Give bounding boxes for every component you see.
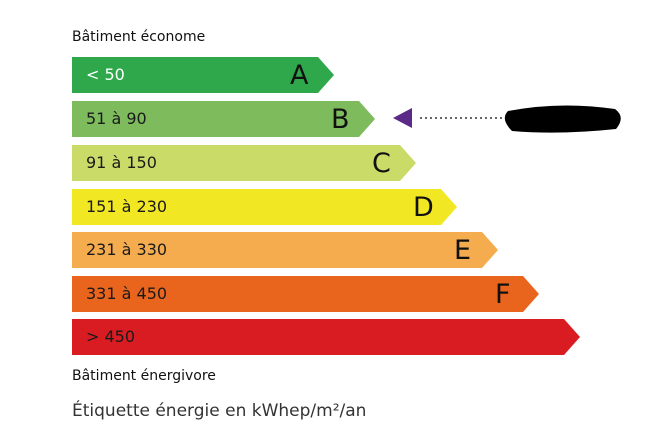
- class-bar-shape: [72, 276, 539, 312]
- class-range: 51 à 90: [86, 109, 147, 128]
- class-bar-shape: [72, 319, 580, 355]
- class-range: 91 à 150: [86, 153, 157, 172]
- class-range: 151 à 230: [86, 197, 168, 216]
- bottom-label: Bâtiment énergivore: [72, 368, 216, 384]
- energy-class-g: > 450: [72, 319, 580, 355]
- energy-class-c: 91 à 150 C: [72, 145, 416, 181]
- class-bar-shape: [72, 101, 375, 137]
- energy-class-f: 331 à 450 F: [72, 276, 539, 312]
- class-letter: A: [290, 60, 309, 91]
- class-bar-shape: [72, 232, 498, 268]
- class-range: > 450: [86, 327, 136, 346]
- class-letter: C: [372, 148, 391, 179]
- class-bar-shape: [72, 57, 334, 93]
- energy-class-a: < 50 A: [72, 57, 334, 93]
- class-letter: F: [495, 279, 511, 310]
- energy-class-d: 151 à 230 D: [72, 189, 457, 225]
- energy-class-b: 51 à 90 B: [72, 101, 375, 137]
- class-letter: B: [331, 104, 350, 135]
- class-bar-shape: [72, 145, 416, 181]
- class-letter: D: [413, 192, 434, 223]
- rating-indicator: [393, 105, 621, 133]
- top-label: Bâtiment économe: [72, 29, 206, 45]
- redaction-blob: [504, 105, 621, 133]
- energy-class-e: 231 à 330 E: [72, 232, 498, 268]
- class-letter: E: [454, 235, 472, 266]
- indicator-arrow-icon: [393, 108, 412, 128]
- class-range: 331 à 450: [86, 284, 168, 303]
- caption: Étiquette énergie en kWhep/m²/an: [72, 401, 367, 421]
- class-bar-shape: [72, 189, 457, 225]
- class-range: < 50: [86, 65, 125, 84]
- class-range: 231 à 330: [86, 240, 168, 259]
